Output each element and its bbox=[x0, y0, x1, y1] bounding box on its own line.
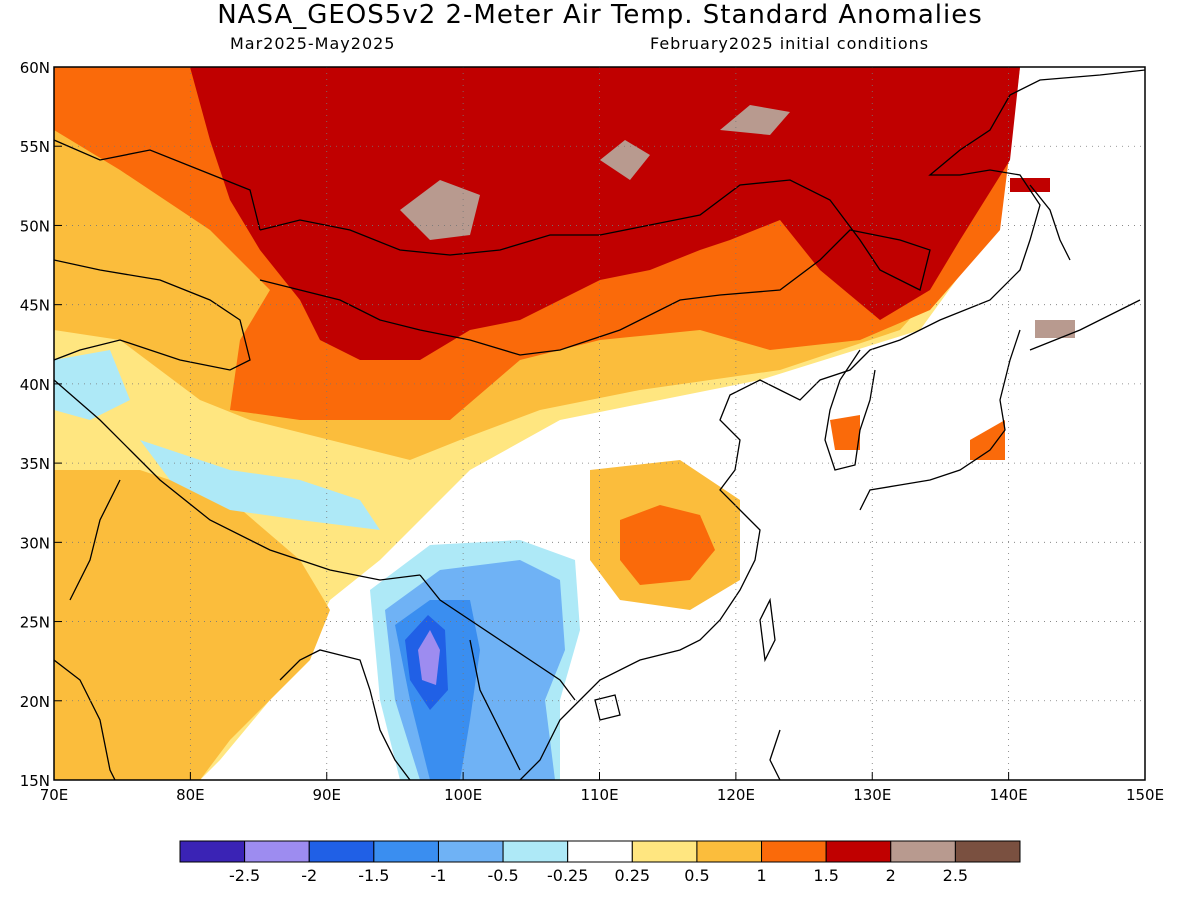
colorbar-swatch bbox=[244, 840, 310, 863]
colorbar-label: 0.25 bbox=[614, 866, 650, 885]
colorbar-swatch bbox=[696, 840, 763, 863]
colorbar-label: -2 bbox=[301, 866, 317, 885]
coastline-east-asia bbox=[519, 69, 1145, 780]
lat-tick-label: 60N bbox=[20, 59, 50, 77]
lat-tick-label: 20N bbox=[20, 693, 50, 711]
border-mongolia bbox=[259, 179, 931, 356]
colorbar-swatch bbox=[631, 840, 698, 863]
map-grid bbox=[54, 67, 1145, 780]
anomaly-region-minus-2 bbox=[418, 630, 440, 685]
anomaly-region-japan bbox=[970, 420, 1005, 460]
colorbar-swatch bbox=[954, 840, 1021, 863]
lat-tick-label: 30N bbox=[20, 534, 50, 552]
lon-tick-label: 100E bbox=[444, 786, 482, 804]
colorbar-label: 2 bbox=[886, 866, 896, 885]
anomaly-region-korea bbox=[830, 415, 860, 450]
map-title: NASA_GEOS5v2 2-Meter Air Temp. Standard … bbox=[217, 0, 983, 30]
coastlines-borders bbox=[54, 69, 1145, 780]
anomaly-field bbox=[54, 67, 1145, 780]
coastline-korea bbox=[824, 349, 876, 471]
colorbar-swatch bbox=[761, 840, 827, 863]
anomaly-region-2.5b bbox=[720, 105, 790, 135]
colorbar-swatch bbox=[373, 840, 439, 863]
colorbar: -2.5 -2 -1.5 -1 -0.5 -0.25 0.25 0.5 1 1.5 2 2.5 bbox=[179, 840, 1021, 885]
anomaly-region-2.5c bbox=[600, 140, 650, 180]
anomaly-region-2.5a bbox=[400, 180, 480, 240]
lat-tick-label: 55N bbox=[20, 138, 50, 156]
coastline-philippines bbox=[769, 729, 781, 780]
colorbar-label: -0.25 bbox=[547, 866, 588, 885]
lon-tick-label: 70E bbox=[40, 786, 69, 804]
border-indochina bbox=[419, 574, 576, 771]
border-himalaya bbox=[54, 379, 421, 601]
lon-tick-label: 90E bbox=[312, 786, 341, 804]
anomaly-region-china-1.5 bbox=[620, 505, 715, 585]
colorbar-label: 1.5 bbox=[813, 866, 838, 885]
colorbar-swatch bbox=[502, 840, 569, 863]
coastline-sakhalin bbox=[1029, 184, 1071, 261]
colorbar-swatch bbox=[567, 840, 633, 863]
colorbar-label: 0.5 bbox=[684, 866, 709, 885]
forecast-period: Mar2025-May2025 bbox=[230, 34, 396, 53]
colorbar-label: 1 bbox=[756, 866, 766, 885]
anomaly-region-west-cool bbox=[54, 350, 130, 420]
coastline-hainan bbox=[594, 694, 621, 721]
lon-tick-label: 130E bbox=[853, 786, 891, 804]
coastline-india bbox=[54, 649, 411, 780]
anomaly-region-hokkaido bbox=[1035, 320, 1075, 338]
lat-tick-label: 15N bbox=[20, 772, 50, 790]
initial-conditions: February2025 initial conditions bbox=[650, 34, 930, 53]
coastline-japan bbox=[859, 299, 1141, 511]
lat-tick-label: 35N bbox=[20, 455, 50, 473]
lon-tick-label: 140E bbox=[990, 786, 1028, 804]
lon-tick-label: 80E bbox=[176, 786, 205, 804]
colorbar-swatch bbox=[179, 840, 246, 863]
colorbar-label: 2.5 bbox=[943, 866, 968, 885]
lon-tick-label: 150E bbox=[1126, 786, 1164, 804]
anomaly-region-2 bbox=[190, 67, 1020, 360]
colorbar-swatch bbox=[825, 840, 892, 863]
lon-tick-label: 120E bbox=[717, 786, 755, 804]
border-central-asia bbox=[54, 139, 261, 371]
lon-tick-label: 110E bbox=[580, 786, 618, 804]
anomaly-region-tibet bbox=[140, 440, 380, 530]
lat-tick-label: 25N bbox=[20, 614, 50, 632]
colorbar-label: -1.5 bbox=[358, 866, 389, 885]
colorbar-label: -2.5 bbox=[229, 866, 260, 885]
anomaly-region-india bbox=[54, 470, 330, 780]
lat-tick-label: 40N bbox=[20, 376, 50, 394]
lat-tick-label: 45N bbox=[20, 297, 50, 315]
colorbar-swatch bbox=[437, 840, 504, 863]
colorbar-swatch bbox=[890, 840, 956, 863]
colorbar-swatch bbox=[308, 840, 375, 863]
colorbar-label: -0.5 bbox=[487, 866, 518, 885]
colorbar-label: -1 bbox=[430, 866, 446, 885]
axis-ticks: 70E 80E 90E 100E 110E 120E 130E 140E 150E 60N 55N 5… bbox=[20, 59, 1164, 804]
coastline-taiwan bbox=[759, 597, 776, 663]
lat-tick-label: 50N bbox=[20, 217, 50, 235]
